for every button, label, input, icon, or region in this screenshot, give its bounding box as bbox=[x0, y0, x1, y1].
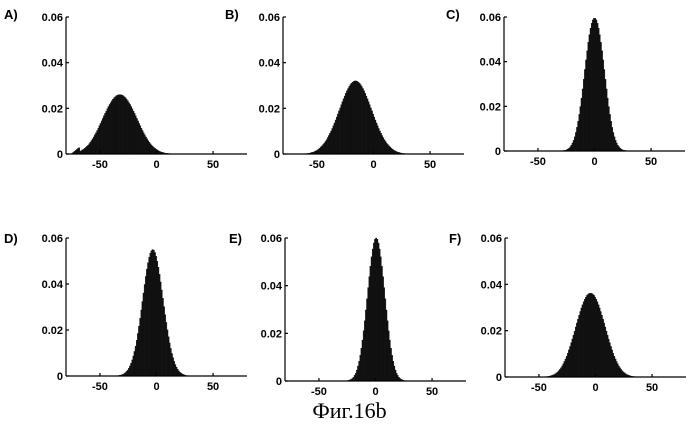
y-tick-label: 0.06 bbox=[42, 12, 63, 24]
x-tick-label: 0 bbox=[153, 159, 159, 171]
histogram-panel-5: E) 0 0.02 0.04 0.06 -50 0 50 bbox=[229, 231, 466, 398]
y-tick-label: 0.06 bbox=[42, 233, 63, 245]
y-tick-label: 0.02 bbox=[42, 325, 63, 337]
y-tick-label: 0 bbox=[274, 149, 280, 161]
y-tick-label: 0.04 bbox=[261, 281, 283, 293]
histogram-panel-3: C) 0 0.02 0.04 0.06 -50 0 50 bbox=[446, 7, 685, 168]
y-tick-label: 0.04 bbox=[480, 57, 502, 69]
y-tick-label: 0.02 bbox=[481, 326, 502, 338]
y-tick-label: 0.04 bbox=[259, 58, 281, 70]
y-tick-label: 0 bbox=[276, 376, 282, 388]
x-tick-label: 50 bbox=[424, 159, 436, 171]
panel-letter: D) bbox=[4, 231, 18, 246]
x-tick-label: 0 bbox=[370, 159, 376, 171]
y-tick-label: 0.02 bbox=[42, 103, 63, 115]
x-tick-label: -50 bbox=[92, 159, 108, 171]
y-tick-label: 0.02 bbox=[259, 103, 280, 115]
y-tick-label: 0.06 bbox=[481, 233, 502, 245]
y-tick-label: 0.06 bbox=[259, 12, 280, 24]
panel-letter: F) bbox=[449, 231, 461, 246]
y-tick-label: 0 bbox=[57, 149, 63, 161]
panel-letter: E) bbox=[229, 231, 242, 246]
y-tick-label: 0 bbox=[496, 372, 502, 384]
x-tick-label: 0 bbox=[372, 386, 378, 398]
y-tick-label: 0 bbox=[495, 146, 501, 158]
x-tick-label: -50 bbox=[311, 386, 327, 398]
y-tick-label: 0.04 bbox=[42, 279, 64, 291]
y-tick-label: 0.06 bbox=[480, 12, 501, 24]
panel-letter: C) bbox=[446, 7, 460, 22]
x-tick-label: -50 bbox=[531, 382, 547, 394]
y-tick-label: 0 bbox=[57, 371, 63, 383]
panel-letter: B) bbox=[225, 7, 239, 22]
y-tick-label: 0.06 bbox=[261, 233, 282, 245]
histogram-panel-2: B) 0 0.02 0.04 0.06 -50 0 50 bbox=[225, 7, 464, 171]
x-tick-label: 0 bbox=[591, 156, 597, 168]
y-tick-label: 0.04 bbox=[42, 58, 64, 70]
panel-letter: A) bbox=[4, 7, 18, 22]
histogram-panel-1: A) 0 0.02 0.04 0.06 -50 0 50 bbox=[4, 7, 247, 171]
histogram-panel-6: F) 0 0.02 0.04 0.06 -50 0 50 bbox=[449, 231, 686, 394]
y-tick-label: 0.02 bbox=[480, 101, 501, 113]
x-tick-label: 0 bbox=[153, 381, 159, 393]
x-tick-label: 50 bbox=[207, 159, 219, 171]
x-tick-label: 0 bbox=[592, 382, 598, 394]
x-tick-label: 50 bbox=[645, 156, 657, 168]
x-tick-label: -50 bbox=[309, 159, 325, 171]
y-tick-label: 0.02 bbox=[261, 328, 282, 340]
x-tick-label: 50 bbox=[646, 382, 658, 394]
y-tick-label: 0.04 bbox=[481, 279, 503, 291]
x-tick-label: -50 bbox=[530, 156, 546, 168]
x-tick-label: -50 bbox=[92, 381, 108, 393]
x-tick-label: 50 bbox=[426, 386, 438, 398]
figure-caption: Фиг.16b bbox=[312, 398, 387, 423]
histogram-panel-4: D) 0 0.02 0.04 0.06 -50 0 50 bbox=[4, 231, 247, 393]
x-tick-label: 50 bbox=[207, 381, 219, 393]
